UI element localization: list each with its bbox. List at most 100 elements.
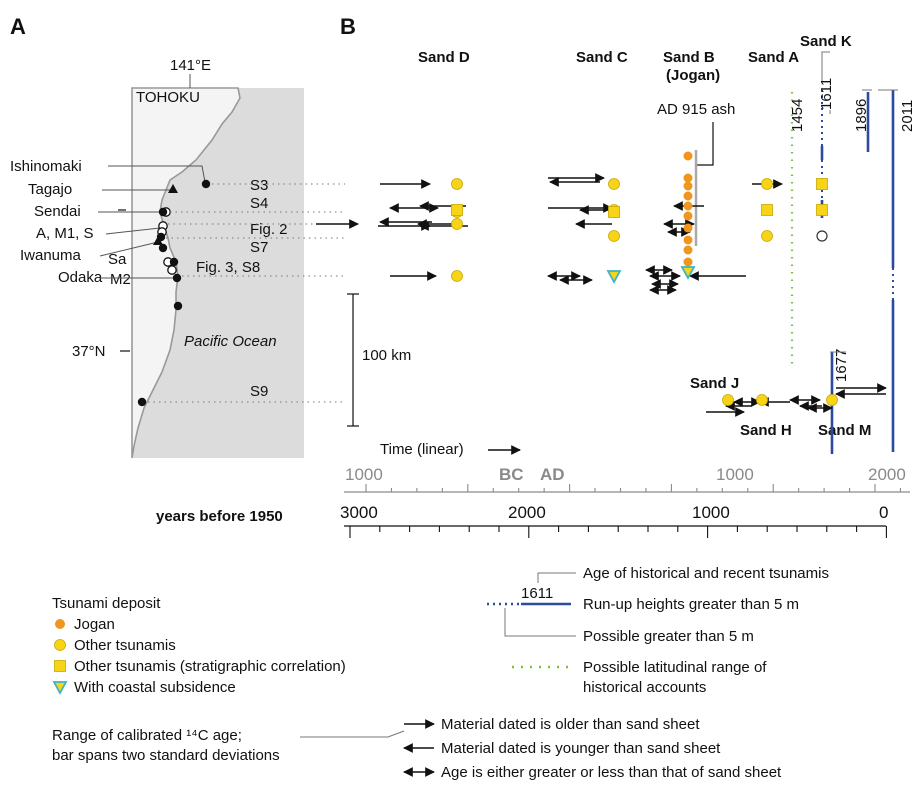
site-s9 <box>137 397 147 407</box>
legend-possible-leader <box>504 608 576 637</box>
site-south <box>173 301 183 311</box>
triangle-tagajo <box>168 184 178 193</box>
panel-a-label: A <box>10 14 26 39</box>
legend-range-label-2: bar spans two standard deviations <box>52 747 280 764</box>
ash-leader <box>696 122 714 166</box>
site-label-s3: S3 <box>250 177 268 194</box>
deposit-other <box>722 394 734 406</box>
legend-latitude-label-1: Possible latitudinal range of <box>583 659 767 676</box>
latitude-label: 37°N <box>72 343 106 360</box>
calendar-tick-1000bc: 1000 <box>345 465 383 484</box>
place-a-m1-s: A, M1, S <box>36 225 94 242</box>
bp-tick-0: 0 <box>879 503 888 522</box>
distance-scale: 100 km <box>347 293 411 427</box>
year-2011: 2011 <box>899 100 916 132</box>
coastline <box>131 87 241 459</box>
site-label-s7: S7 <box>250 239 268 256</box>
ocean-label: Pacific Ocean <box>184 333 277 350</box>
deposit-jogan <box>683 235 693 245</box>
place-m2: M2 <box>110 271 131 288</box>
sand-d-label: Sand D <box>418 49 470 66</box>
site-s4 <box>158 207 168 217</box>
age-range-arrows <box>316 173 887 417</box>
legend-range-leader <box>300 730 405 738</box>
deposit-other <box>451 178 463 190</box>
site-label-s9: S9 <box>250 383 268 400</box>
year-1677: 1677 <box>833 349 850 382</box>
deposit-jogan <box>683 211 693 221</box>
ash-label: AD 915 ash <box>657 101 735 118</box>
sand-j-label: Sand J <box>690 375 739 392</box>
deposit-jogan <box>683 223 693 233</box>
calendar-axis: 1000 BC AD 1000 2000 <box>344 465 910 493</box>
sand-b-label: Sand B <box>663 49 715 66</box>
deposit-other <box>756 394 768 406</box>
bp-tick-1000: 1000 <box>692 503 730 522</box>
deposit-unconfirmed <box>816 230 828 242</box>
leader-a-m1-s <box>105 227 161 235</box>
site-label-s4: S4 <box>250 195 268 212</box>
deposit-jogan <box>683 181 693 191</box>
legend-stratigraphic-marker <box>54 660 66 672</box>
legend-arrow-either-label: Age is either greater or less than that … <box>441 764 782 781</box>
place-ishinomaki: Ishinomaki <box>10 158 82 175</box>
deposit-stratigraphic <box>451 204 463 216</box>
site-label-fig2: Fig. 2 <box>250 221 288 238</box>
legend-jogan-label: Jogan <box>74 616 115 633</box>
deposit-jogan <box>683 257 693 267</box>
calendar-axis-ticks <box>365 484 902 492</box>
deposit-jogan <box>683 245 693 255</box>
bp-axis: 3000 2000 1000 0 years before 1950 <box>156 503 888 538</box>
site-ishinomaki <box>201 179 211 189</box>
legend-range-label-1: Range of calibrated ¹⁴C age; <box>52 727 242 744</box>
legend-stratigraphic-label: Other tsunamis (stratigraphic correlatio… <box>74 658 346 675</box>
sand-m-label: Sand M <box>818 422 871 439</box>
sand-k-label: Sand K <box>800 33 852 50</box>
year-1454: 1454 <box>789 99 806 132</box>
bp-axis-ticks <box>349 526 887 538</box>
calendar-tick-2000ad: 2000 <box>868 465 906 484</box>
legend-age-leader <box>537 572 576 583</box>
deposit-other <box>451 218 463 230</box>
leader-iwanuma <box>99 241 159 257</box>
legend-subsidence-marker <box>52 681 68 695</box>
place-odaka: Odaka <box>58 269 103 286</box>
leader-ishinomaki <box>108 165 206 183</box>
deposit-stratigraphic <box>608 206 620 218</box>
site-fig2 <box>156 232 166 242</box>
calendar-tick-1000ad: 1000 <box>716 465 754 484</box>
deposit-stratigraphic <box>761 204 773 216</box>
legend-other-label: Other tsunamis <box>74 637 176 654</box>
region-label: TOHOKU <box>136 89 200 106</box>
year-ticks <box>829 89 898 353</box>
bp-tick-2000: 2000 <box>508 503 546 522</box>
legend-other-marker <box>54 639 66 651</box>
legend-latitude-label-2: historical accounts <box>583 679 706 696</box>
sand-c-label: Sand C <box>576 49 628 66</box>
sand-a-label: Sand A <box>748 49 799 66</box>
site-guides <box>148 183 345 403</box>
deposit-jogan <box>683 201 693 211</box>
deposit-stratigraphic <box>816 178 828 190</box>
year-1611: 1611 <box>818 78 835 110</box>
panel-b-label: B <box>340 14 356 39</box>
legend-arrow-older-label: Material dated is older than sand sheet <box>441 716 700 733</box>
place-iwanuma: Iwanuma <box>20 247 82 264</box>
bp-tick-3000: 3000 <box>340 503 378 522</box>
place-tagajo: Tagajo <box>28 181 72 198</box>
site-fig3-s8 <box>172 273 182 283</box>
deposit-markers <box>451 151 838 406</box>
deposit-subsidence <box>680 266 696 280</box>
sand-h-label: Sand H <box>740 422 792 439</box>
deposit-subsidence <box>606 270 622 284</box>
legend-subsidence-label: With coastal subsidence <box>74 679 236 696</box>
legend-example-year: 1611 <box>521 585 553 602</box>
site-m2 <box>167 265 177 275</box>
site-sa-b <box>169 257 179 267</box>
jogan-label: (Jogan) <box>666 67 720 84</box>
sand-k-leader <box>821 51 830 82</box>
bp-axis-title: years before 1950 <box>156 508 283 525</box>
time-caption: Time (linear) <box>380 441 464 458</box>
deposit-other <box>608 230 620 242</box>
